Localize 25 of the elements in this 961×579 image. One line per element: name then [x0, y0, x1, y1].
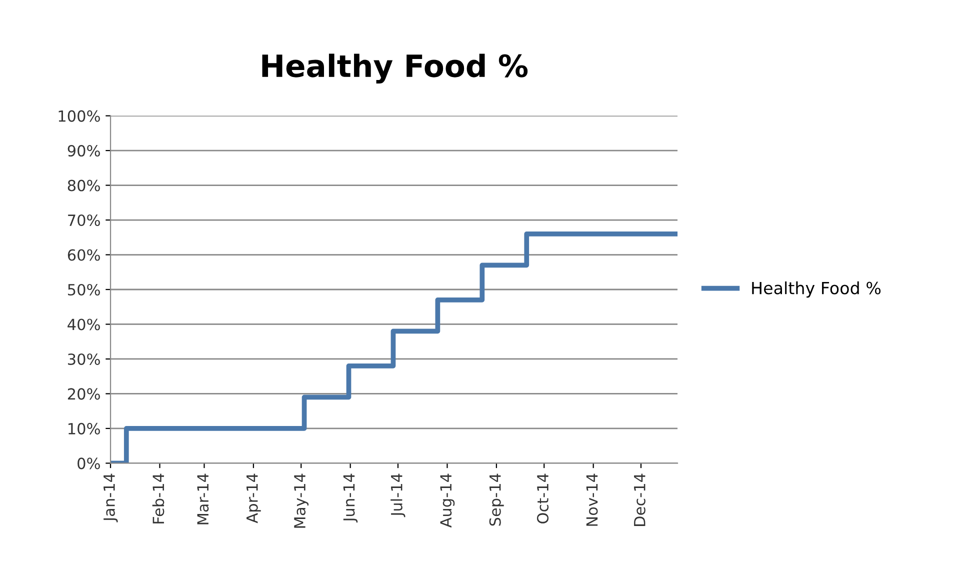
x-tick-label: Feb-14 [152, 474, 164, 524]
x-tick-label: Jul-14 [390, 474, 406, 518]
y-tick-label: 60% [68, 249, 100, 261]
y-tick-label: 10% [68, 422, 100, 434]
x-tick-label: Nov-14 [586, 474, 598, 526]
x-tick-label: Dec-14 [634, 474, 646, 526]
y-tick-label: 80% [68, 180, 100, 192]
x-tick-label: Mar-14 [197, 474, 209, 524]
y-tick-label: 40% [68, 318, 100, 330]
x-tick-label: Aug-14 [440, 474, 455, 528]
y-tick-label: 20% [68, 388, 100, 400]
legend-label: Healthy Food % [752, 281, 881, 298]
y-tick-label: 0% [78, 458, 100, 470]
x-tick-label: May-14 [294, 474, 308, 528]
y-tick-label: 100% [58, 110, 100, 122]
x-tick-label: Jan-14 [104, 474, 118, 522]
x-tick-label: Apr-14 [246, 474, 261, 524]
y-tick-label: 50% [68, 284, 100, 296]
x-tick-label: Jun-14 [343, 474, 358, 523]
y-tick-label: 70% [68, 214, 100, 226]
y-tick-label: 30% [68, 353, 100, 365]
chart-title: Healthy Food % [262, 54, 528, 84]
x-tick-label: Sep-14 [489, 474, 504, 526]
y-tick-label: 90% [68, 145, 100, 157]
x-tick-label: Oct-14 [536, 474, 549, 524]
